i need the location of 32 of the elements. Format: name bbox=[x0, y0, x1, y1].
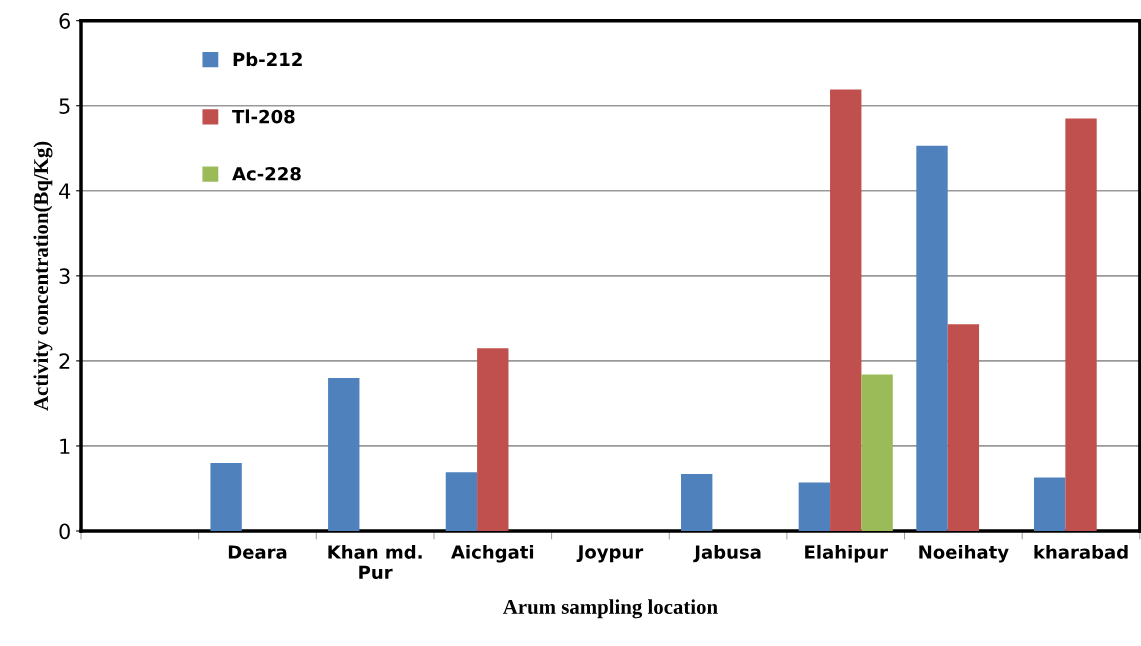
legend-label: Ac-228 bbox=[232, 166, 301, 181]
y-axis-title: Activity concentration(Bq/Kg) bbox=[33, 141, 53, 411]
bar bbox=[1033, 477, 1066, 532]
x-tick-label: Aichgati bbox=[451, 544, 534, 563]
x-tick-label: Elahipur bbox=[805, 544, 888, 563]
bar bbox=[916, 145, 948, 532]
bar bbox=[445, 472, 478, 532]
legend-label: Pb-212 bbox=[233, 52, 302, 67]
bar bbox=[947, 324, 980, 532]
x-tick-label: kharabad bbox=[1034, 544, 1128, 559]
bar bbox=[861, 374, 893, 532]
bar bbox=[210, 462, 242, 532]
y-tick-label: 5 bbox=[59, 98, 70, 114]
legend-label: Tl-208 bbox=[232, 109, 295, 124]
x-axis-title: Arum sampling location bbox=[503, 599, 718, 619]
x-tick-label: Khan md. Pur bbox=[328, 544, 422, 580]
x-tick-label: Jabusa bbox=[693, 544, 761, 563]
bar bbox=[681, 474, 713, 532]
y-tick-label: 2 bbox=[59, 353, 70, 369]
bar bbox=[328, 377, 360, 532]
bar bbox=[798, 482, 831, 532]
x-tick-label: Noeihaty bbox=[919, 544, 1009, 563]
y-tick-label: 4 bbox=[59, 183, 71, 199]
bar bbox=[477, 348, 509, 532]
x-tick-label: Deara bbox=[228, 545, 287, 559]
y-tick-label: 3 bbox=[59, 268, 70, 285]
bar bbox=[1065, 118, 1097, 532]
x-tick-label: Joypur bbox=[576, 545, 644, 563]
bar bbox=[830, 89, 862, 532]
y-tick-label: 1 bbox=[60, 438, 70, 454]
y-tick-label: 6 bbox=[59, 13, 70, 29]
y-tick-label: 0 bbox=[59, 523, 70, 540]
